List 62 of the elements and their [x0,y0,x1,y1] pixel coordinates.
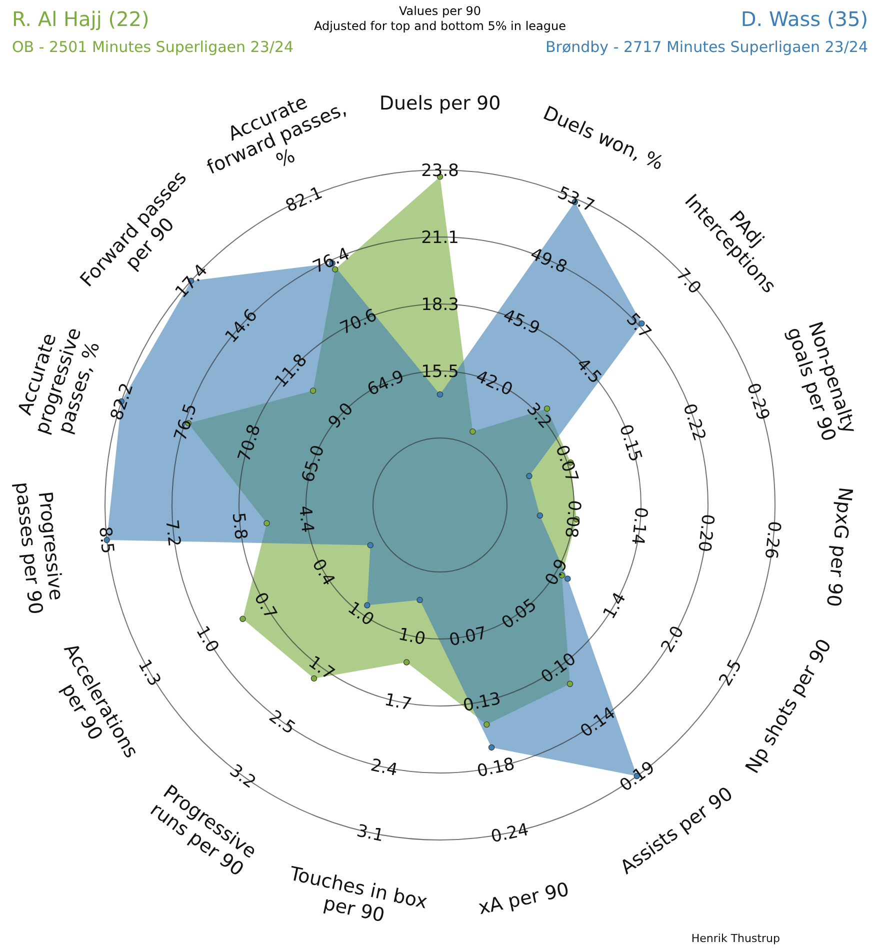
text: 1.0 [344,598,378,630]
text: 0.20 [694,513,718,553]
text: 1.7 [382,690,414,716]
text: 0.24 [489,820,530,848]
text: 0.07 [447,623,489,651]
text: 3.2 [522,399,556,433]
text: 0.26 [760,520,784,560]
text: 0.14 [627,506,651,546]
text: 76.4 [310,244,353,278]
spoke-label: NpxG per 90 [822,486,856,608]
text: 82.1 [282,182,326,217]
text: 45.9 [500,305,543,340]
text: Henrik Thustrup [691,932,780,945]
text: 0.29 [742,380,774,423]
text: 4.4 [294,504,318,534]
text: 0.07 [551,442,582,485]
text: 70.8 [234,422,266,464]
text: D. Wass (35) [740,7,868,31]
text: 9.0 [324,399,358,433]
text: 1.0 [192,622,223,656]
text: 1.0 [396,624,428,650]
text: 0.15 [614,422,646,464]
text: 76.5 [170,401,202,444]
text: 82.2 [106,380,138,423]
spoke-label: Progressive passes per 90 [10,480,68,616]
text: 8.5 [94,526,118,555]
text: OB - 2501 Minutes Superligaen 23/24 [12,38,294,56]
text: 65.0 [298,442,329,485]
text: 70.6 [337,305,380,340]
text: 0.18 [475,754,517,782]
text: 42.0 [472,366,516,400]
spoke-label: xA per 90 [476,878,572,920]
text: 0.19 [616,758,659,796]
text: 1.7 [304,652,338,684]
text: 0.9 [541,556,572,590]
spoke-label: Duels per 90 [379,92,501,115]
text: Adjusted for top and bottom 5% in league [314,19,566,33]
text: 1.4 [599,589,630,623]
text: 2.5 [265,706,299,739]
text: 49.8 [527,244,570,278]
text: Brøndby - 2717 Minutes Superligaen 23/24 [546,38,868,56]
text: 0.10 [538,649,580,688]
text: 5.7 [622,310,655,344]
text: 2.0 [657,622,688,656]
chart-title: Values per 90 [398,4,482,18]
text: 2.4 [368,755,400,781]
text: 0.14 [576,703,620,742]
text: 5.8 [228,512,251,541]
text: R. Al Hajj (22) [12,7,150,31]
spoke-label: Touches in box per 90 [286,862,430,927]
text: 1.3 [134,656,164,690]
text: 64.9 [364,366,408,400]
text: 4.5 [572,354,606,388]
text: 2.5 [716,656,746,690]
text: 53.7 [554,182,598,217]
text: 0.22 [678,401,710,444]
text: 0.4 [308,556,339,590]
text: 7.2 [161,518,184,548]
text: 0.13 [461,688,503,716]
text: 0.08 [560,499,584,539]
text: 3.1 [354,821,386,846]
text: 0.7 [250,589,281,623]
